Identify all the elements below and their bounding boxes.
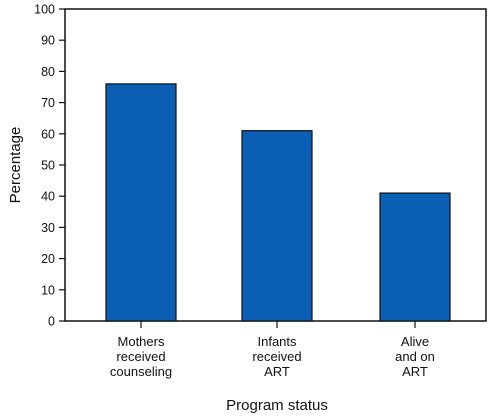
bar bbox=[379, 192, 451, 322]
bar bbox=[241, 130, 313, 322]
bars-group bbox=[105, 83, 451, 322]
y-tick-label: 10 bbox=[41, 283, 55, 297]
x-category-label: and on bbox=[395, 349, 435, 364]
y-tick-label: 70 bbox=[41, 96, 55, 110]
y-tick-label: 90 bbox=[41, 34, 55, 48]
x-category-label: ART bbox=[402, 364, 428, 379]
y-tick-label: 30 bbox=[41, 221, 55, 235]
y-tick-label: 0 bbox=[48, 315, 55, 329]
y-tick-label: 80 bbox=[41, 65, 55, 79]
x-category-label: Mothers bbox=[118, 334, 165, 349]
x-category-label: counseling bbox=[110, 364, 172, 379]
x-axis: MothersreceivedcounselingInfantsreceived… bbox=[110, 321, 435, 379]
bar bbox=[105, 83, 177, 322]
x-category-label: Infants bbox=[257, 334, 297, 349]
y-axis: 0 10 20 30 40 50 60 70 80 90 100 bbox=[34, 3, 65, 329]
x-category-label: ART bbox=[264, 364, 290, 379]
y-tick-label: 60 bbox=[41, 127, 55, 141]
y-tick-label: 100 bbox=[34, 3, 55, 17]
y-axis-title: Percentage bbox=[7, 127, 24, 204]
y-tick-label: 20 bbox=[41, 252, 55, 266]
x-axis-title: Program status bbox=[226, 397, 328, 414]
x-category-label: received bbox=[116, 349, 165, 364]
y-tick-label: 50 bbox=[41, 159, 55, 173]
y-tick-label: 40 bbox=[41, 190, 55, 204]
x-category-label: received bbox=[252, 349, 301, 364]
x-category-label: Alive bbox=[401, 334, 429, 349]
